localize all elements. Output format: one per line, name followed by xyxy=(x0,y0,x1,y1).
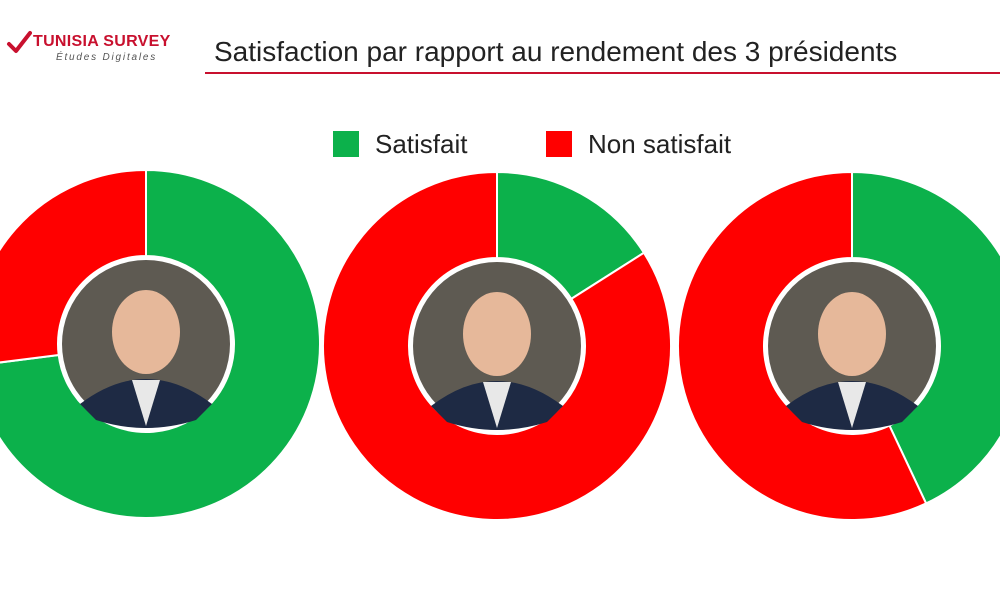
slice-unsatisfied xyxy=(0,168,147,364)
slice-satisfied xyxy=(851,170,1000,505)
portrait-shirt xyxy=(483,382,511,428)
slice-unsatisfied xyxy=(677,170,928,521)
logo: TUNISIA SURVEY Études Digitales xyxy=(6,26,176,76)
portrait-face xyxy=(463,292,531,376)
logo-subtitle: Études Digitales xyxy=(56,52,158,63)
legend-item-satisfied: Satisfait xyxy=(333,128,468,160)
slice-satisfied xyxy=(0,168,321,519)
portrait-shirt xyxy=(132,380,160,426)
donut-chart-1 xyxy=(0,168,321,519)
donut-chart-3 xyxy=(677,170,1000,521)
portrait-shirt xyxy=(838,382,866,428)
legend-swatch-unsatisfied xyxy=(546,131,572,157)
legend-label-satisfied: Satisfait xyxy=(375,128,468,159)
portrait-photo xyxy=(60,258,232,430)
legend-swatch-satisfied xyxy=(333,131,359,157)
portrait-photo xyxy=(766,260,938,432)
legend: Satisfait Non satisfait xyxy=(0,128,1000,160)
checkmark-icon xyxy=(7,31,32,53)
legend-label-unsatisfied: Non satisfait xyxy=(588,128,732,159)
logo-name: TUNISIA SURVEY xyxy=(33,33,171,50)
chart-title: Satisfaction par rapport au rendement de… xyxy=(214,36,898,67)
portrait-face xyxy=(112,290,180,374)
slice-unsatisfied xyxy=(322,170,672,521)
portrait-photo xyxy=(411,260,583,432)
donut-chart-2 xyxy=(322,170,672,521)
title-underline xyxy=(205,72,1000,74)
legend-item-unsatisfied: Non satisfait xyxy=(546,128,731,160)
portrait-face xyxy=(818,292,886,376)
